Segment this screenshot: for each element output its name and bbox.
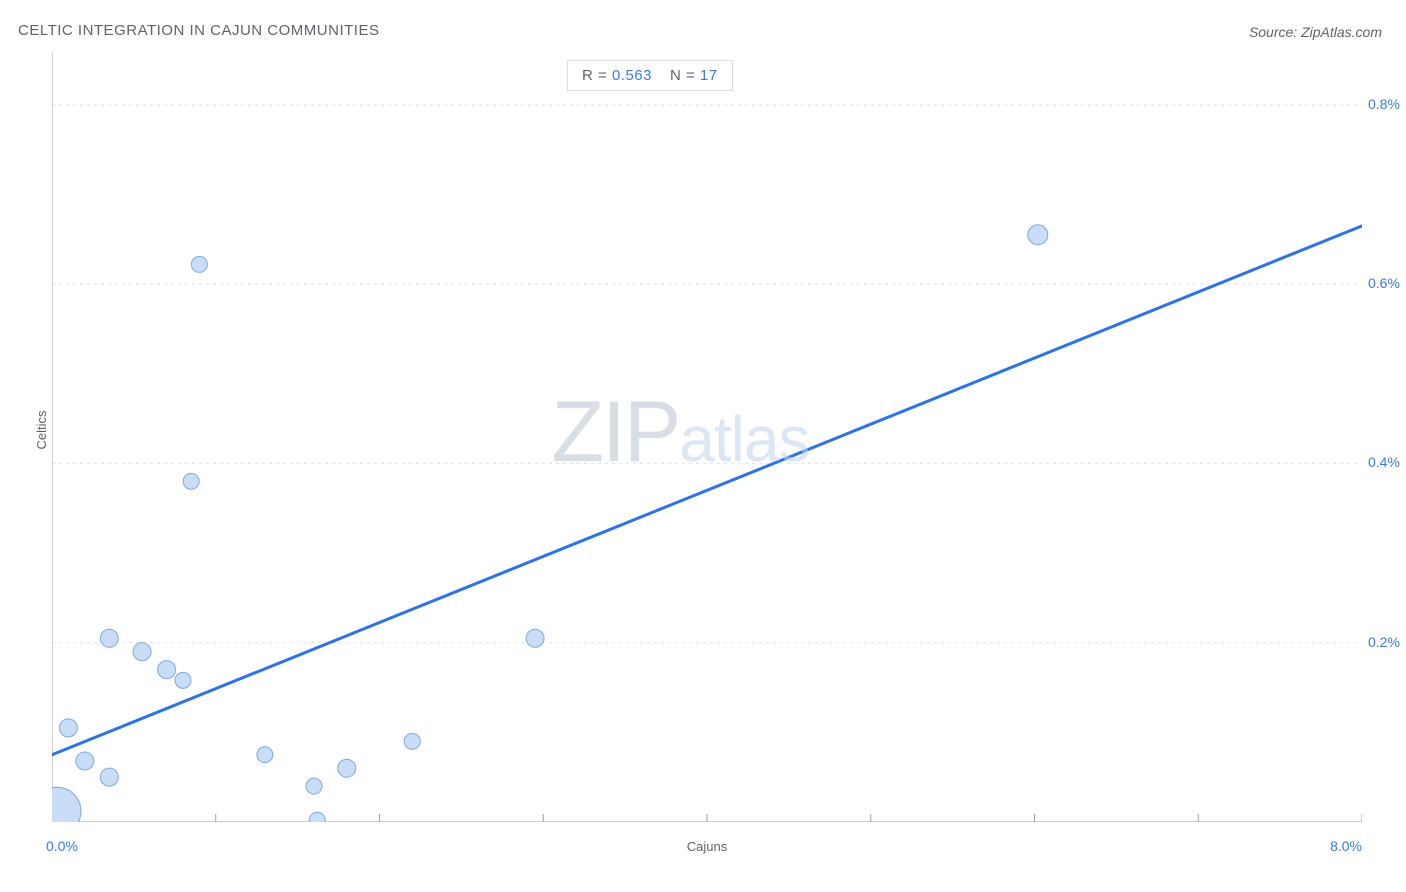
plot-area: ZIPatlas <box>52 52 1362 822</box>
source-attribution: Source: ZipAtlas.com <box>1249 24 1382 40</box>
y-tick-label: 0.4% <box>1368 454 1400 470</box>
x-axis-min-label: 0.0% <box>46 838 78 854</box>
x-axis-label: Cajuns <box>687 839 727 854</box>
x-label-row: 0.0% Cajuns 8.0% <box>52 838 1362 856</box>
page-root: CELTIC INTEGRATION IN CAJUN COMMUNITIES … <box>0 0 1406 892</box>
y-tick-label: 0.2% <box>1368 634 1400 650</box>
y-axis-label: Celtics <box>34 410 49 449</box>
x-axis-max-label: 8.0% <box>1330 838 1362 854</box>
chart-title: CELTIC INTEGRATION IN CAJUN COMMUNITIES <box>18 22 379 39</box>
y-tick-label: 0.8% <box>1368 96 1400 112</box>
y-tick-label: 0.6% <box>1368 275 1400 291</box>
scatter-svg <box>52 52 1362 822</box>
